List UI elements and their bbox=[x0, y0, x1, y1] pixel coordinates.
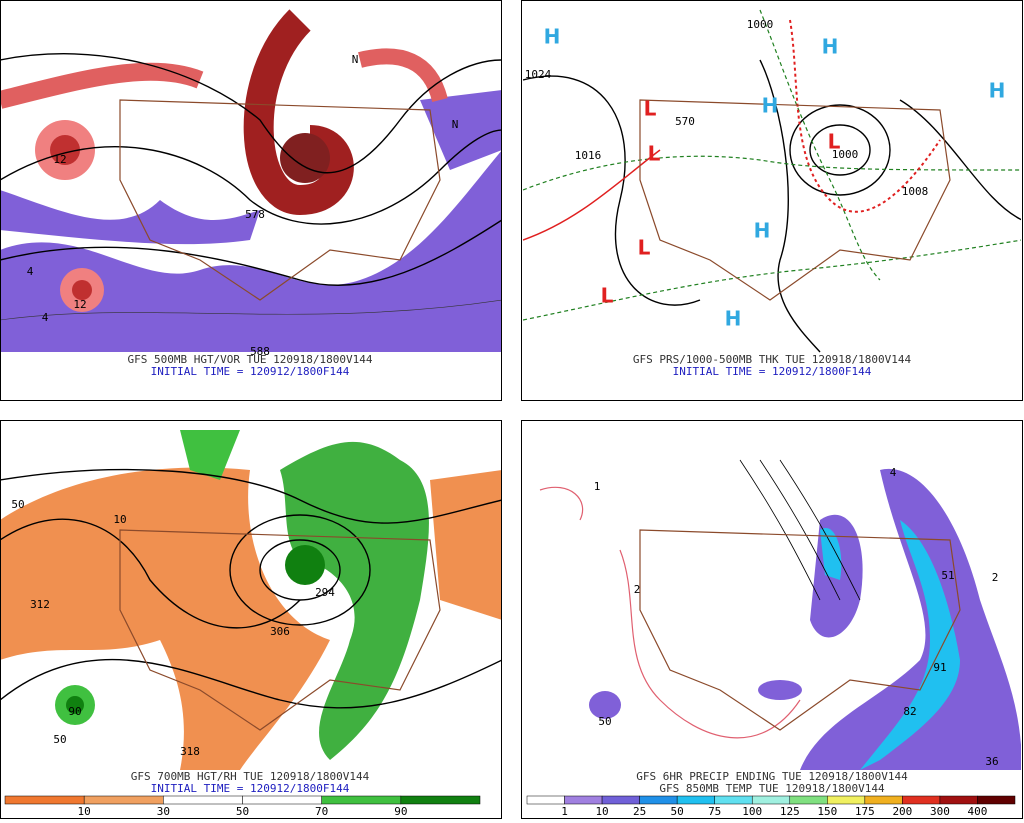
legend-label: 125 bbox=[780, 805, 800, 818]
legend-swatch bbox=[676, 795, 715, 805]
caption: GFS PRS/1000-500MB THK TUE 120918/1800V1… bbox=[633, 353, 912, 366]
legend-swatch bbox=[564, 795, 603, 805]
map-label: 4 bbox=[890, 466, 897, 479]
map-label: 294 bbox=[315, 586, 335, 599]
legend-swatch bbox=[601, 795, 640, 805]
legend-label: 70 bbox=[315, 805, 328, 818]
map-label: 1016 bbox=[575, 149, 602, 162]
legend-label: 30 bbox=[157, 805, 170, 818]
legend-swatch bbox=[714, 795, 753, 805]
map-label: 570 bbox=[675, 115, 695, 128]
map-label: 4 bbox=[27, 265, 34, 278]
map-label: 578 bbox=[245, 208, 265, 221]
map-label: 50 bbox=[53, 733, 66, 746]
map-label: 1000 bbox=[832, 148, 859, 161]
map-label: 1008 bbox=[902, 185, 929, 198]
map-label: 50 bbox=[598, 715, 611, 728]
humidity-map bbox=[1, 430, 501, 770]
map-label: 82 bbox=[903, 705, 916, 718]
map-label: 312 bbox=[30, 598, 50, 611]
map-label: 588 bbox=[250, 345, 270, 358]
map-label: 1 bbox=[594, 480, 601, 493]
legend-swatch bbox=[789, 795, 828, 805]
map-label: 36 bbox=[985, 755, 998, 768]
caption: GFS 500MB HGT/VOR TUE 120918/1800V144 bbox=[127, 353, 372, 366]
map-label: 51 bbox=[941, 569, 954, 582]
legend-swatch bbox=[751, 795, 791, 805]
map-label: 90 bbox=[68, 705, 81, 718]
legend-swatch bbox=[864, 795, 903, 805]
legend-label: 200 bbox=[892, 805, 912, 818]
legend-label: 25 bbox=[633, 805, 646, 818]
subcaption: INITIAL TIME = 120912/1800F144 bbox=[151, 782, 350, 795]
map-label: L bbox=[601, 284, 614, 308]
legend-swatch bbox=[526, 795, 565, 805]
legend-swatch bbox=[163, 795, 243, 805]
map-label: N bbox=[452, 118, 459, 131]
map-label: 1000 bbox=[747, 18, 774, 31]
precip-map bbox=[539, 459, 1021, 770]
legend-swatch bbox=[242, 795, 322, 805]
map-label: L bbox=[648, 142, 661, 166]
legend-label: 300 bbox=[930, 805, 950, 818]
map-label: L bbox=[828, 130, 841, 154]
legend-label: 10 bbox=[595, 805, 608, 818]
legend-swatch bbox=[939, 795, 978, 805]
legend-label: 90 bbox=[394, 805, 407, 818]
map-label: 2 bbox=[992, 571, 999, 584]
legend-swatch bbox=[4, 795, 85, 805]
legend-swatch bbox=[977, 795, 1016, 805]
caption: GFS 700MB HGT/RH TUE 120918/1800V144 bbox=[131, 770, 370, 783]
map-label: 1024 bbox=[525, 68, 552, 81]
pressure-map bbox=[523, 9, 1021, 353]
subcaption: INITIAL TIME = 120912/1800F144 bbox=[673, 365, 872, 378]
legend-label: 400 bbox=[968, 805, 988, 818]
subcaption: GFS 850MB TEMP TUE 120918/1800V144 bbox=[659, 782, 885, 795]
legend-swatch bbox=[827, 795, 866, 805]
map-label: 91 bbox=[933, 661, 946, 674]
map-label: 4 bbox=[42, 311, 49, 324]
map-label: H bbox=[725, 307, 742, 331]
legend-swatch bbox=[83, 795, 164, 805]
map-label: H bbox=[822, 35, 839, 59]
map-label: 306 bbox=[270, 625, 290, 638]
map-label: 12 bbox=[53, 153, 66, 166]
map-label: 12 bbox=[73, 298, 86, 311]
map-label: 318 bbox=[180, 745, 200, 758]
legend-swatch bbox=[639, 795, 678, 805]
subcaption: INITIAL TIME = 120912/1800F144 bbox=[151, 365, 350, 378]
map-label: 10 bbox=[113, 513, 126, 526]
legend-label: 75 bbox=[708, 805, 721, 818]
legend-swatch bbox=[321, 795, 402, 805]
vorticity-map bbox=[1, 9, 501, 352]
legend-swatch bbox=[902, 795, 941, 805]
map-label: H bbox=[754, 219, 771, 243]
legend-swatch bbox=[400, 795, 481, 805]
panel-frame bbox=[0, 0, 502, 401]
legend-label: 100 bbox=[742, 805, 762, 818]
map-label: 2 bbox=[634, 583, 641, 596]
legend-label: 10 bbox=[78, 805, 91, 818]
map-label: H bbox=[989, 79, 1006, 103]
legend-label: 150 bbox=[817, 805, 837, 818]
legend-label: 50 bbox=[671, 805, 684, 818]
map-label: L bbox=[638, 236, 651, 260]
legend-label: 1 bbox=[561, 805, 568, 818]
map-label: L bbox=[644, 97, 657, 121]
map-label: H bbox=[544, 25, 561, 49]
map-label: 50 bbox=[11, 498, 24, 511]
map-label: N bbox=[352, 53, 359, 66]
caption: GFS 6HR PRECIP ENDING TUE 120918/1800V14… bbox=[636, 770, 908, 783]
map-label: H bbox=[762, 94, 779, 118]
legend-label: 175 bbox=[855, 805, 875, 818]
panel-frame bbox=[521, 0, 1023, 401]
legend-label: 50 bbox=[236, 805, 249, 818]
